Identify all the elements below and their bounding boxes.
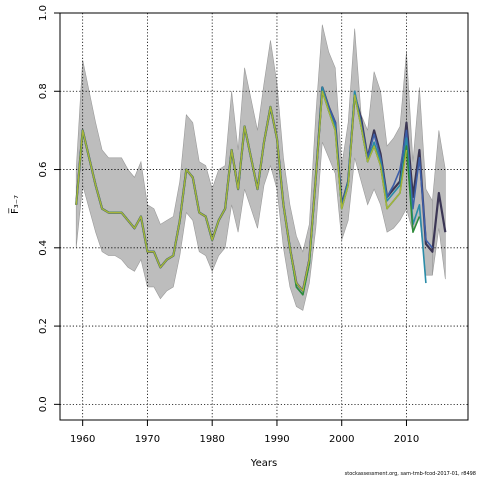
y-tick-label-5: 1.0	[38, 5, 49, 21]
y-tick-label-1: 0.2	[38, 318, 49, 334]
x-axis: 1960 1970 1980 1990 2000 2010	[70, 420, 419, 445]
x-tick-label-2010: 2010	[394, 434, 419, 445]
x-tick-label-1970: 1970	[135, 434, 160, 445]
confidence-band-2	[432, 130, 446, 280]
x-tick-label-1960: 1960	[70, 434, 95, 445]
series-lines	[75, 86, 447, 296]
y-tick-label-2: 0.4	[38, 240, 49, 256]
x-tick-label-1980: 1980	[199, 434, 224, 445]
y-tick-label-4: 0.8	[38, 83, 49, 99]
plot-frame	[59, 12, 469, 421]
series-line-4	[75, 90, 408, 292]
x-axis-title: Years	[250, 458, 277, 469]
y-axis-title: F̅₃₋₇	[8, 195, 21, 214]
x-tick-label-2000: 2000	[329, 434, 354, 445]
source-footer: stockassessment.org, sam-tmb-fcod-2017-0…	[344, 471, 476, 477]
y-tick-label-3: 0.6	[38, 162, 49, 178]
x-tick-label-1990: 1990	[264, 434, 289, 445]
y-tick-label-0: 0.0	[38, 396, 49, 412]
y-axis: 0.0 0.2 0.4 0.6 0.8 1.0	[38, 5, 60, 412]
